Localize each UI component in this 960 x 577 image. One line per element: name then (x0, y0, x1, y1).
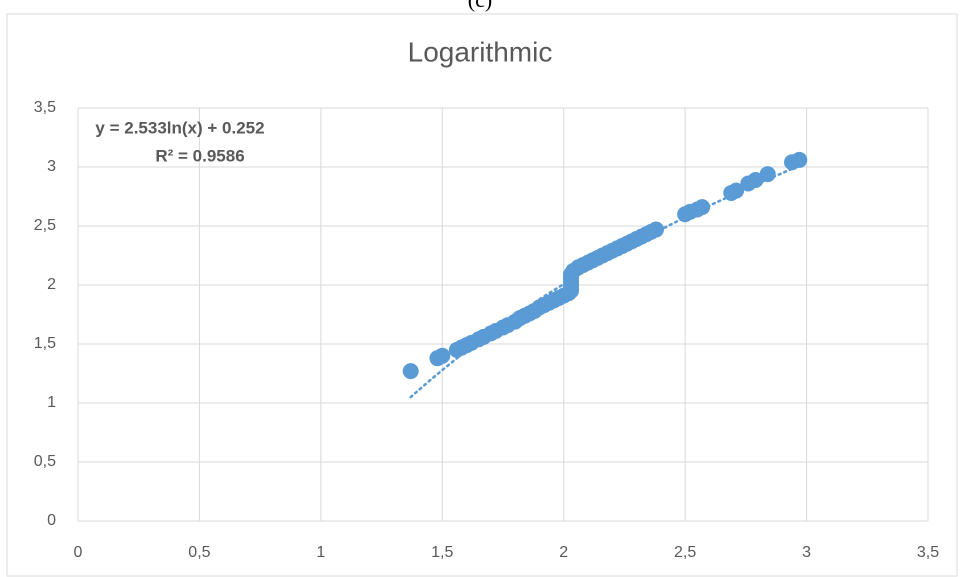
y-tick-label: 2 (47, 276, 56, 293)
y-tick-label: 3 (47, 158, 56, 175)
y-tick-label: 3,5 (34, 99, 56, 116)
y-tick-label: 0,5 (34, 453, 56, 470)
y-tick-label: 2,5 (34, 217, 56, 234)
chart-title: Logarithmic (408, 36, 553, 67)
x-tick-label: 2 (559, 544, 568, 561)
x-tick-label: 1 (316, 544, 325, 561)
y-tick-label: 1 (47, 394, 56, 411)
point (747, 171, 764, 188)
x-tick-label: 2,5 (674, 544, 696, 561)
chart-frame (6, 13, 958, 577)
x-tick-label: 3 (802, 544, 811, 561)
x-tick-label: 0 (74, 544, 83, 561)
trendline-equation: y = 2.533ln(x) + 0.252 (95, 118, 264, 137)
x-tick-label: 0,5 (188, 544, 210, 561)
r-squared: R² = 0.9586 (155, 146, 244, 165)
y-tick-label: 1,5 (34, 335, 56, 352)
point (728, 182, 745, 199)
point (434, 347, 451, 364)
y-tick-label: 0 (47, 512, 56, 529)
caption: (c) (468, 0, 492, 12)
point (694, 199, 711, 216)
point (759, 166, 776, 183)
x-tick-label: 3,5 (917, 544, 939, 561)
point (791, 151, 808, 168)
x-tick-label: 1,5 (431, 544, 453, 561)
point (648, 221, 664, 238)
point (402, 363, 419, 380)
